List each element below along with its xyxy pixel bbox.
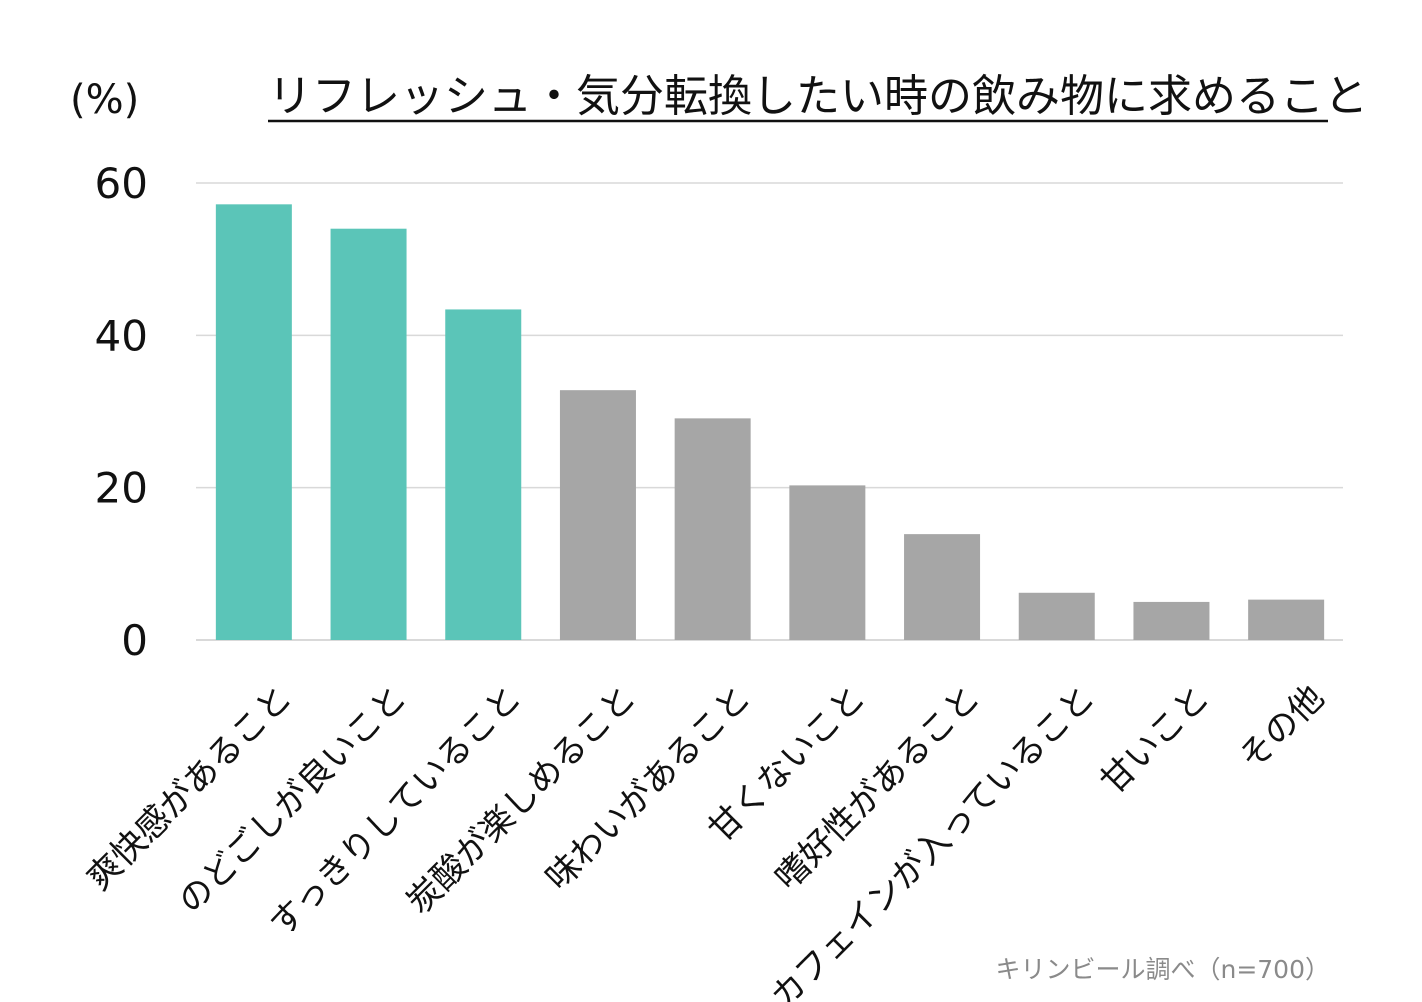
y-tick-label: 40 (95, 311, 148, 360)
bar (674, 418, 751, 640)
x-category-label: その他 (1232, 678, 1332, 778)
bar (789, 485, 866, 640)
bar (1248, 599, 1325, 640)
chart-title: リフレッシュ・気分転換したい時の飲み物に求めること (268, 71, 1368, 122)
y-axis-unit-label: (%) (70, 77, 139, 123)
y-tick-label: 20 (95, 464, 148, 513)
x-category-label: 味わいがあること (538, 678, 759, 899)
bar (1018, 592, 1095, 640)
bar (330, 228, 407, 640)
bars (215, 204, 1325, 640)
x-category-label: 甘いこと (1093, 678, 1217, 802)
bar (215, 204, 292, 640)
y-axis-ticks: 0 20 40 60 (95, 159, 148, 665)
bar (559, 390, 636, 640)
source-note: キリンビール調べ（n=700） (995, 955, 1330, 984)
x-axis-category-labels: 爽快感があることのどごしが良いことすっきりしていること炭酸が楽しめること味わいが… (79, 678, 1332, 1002)
y-tick-label: 60 (95, 159, 148, 208)
bar (445, 309, 522, 640)
x-category-label: 嗜好性があること (767, 678, 988, 899)
y-tick-label: 0 (121, 616, 148, 665)
bar (904, 534, 981, 640)
bar (1133, 601, 1210, 640)
x-category-label: 爽快感があること (79, 678, 300, 899)
